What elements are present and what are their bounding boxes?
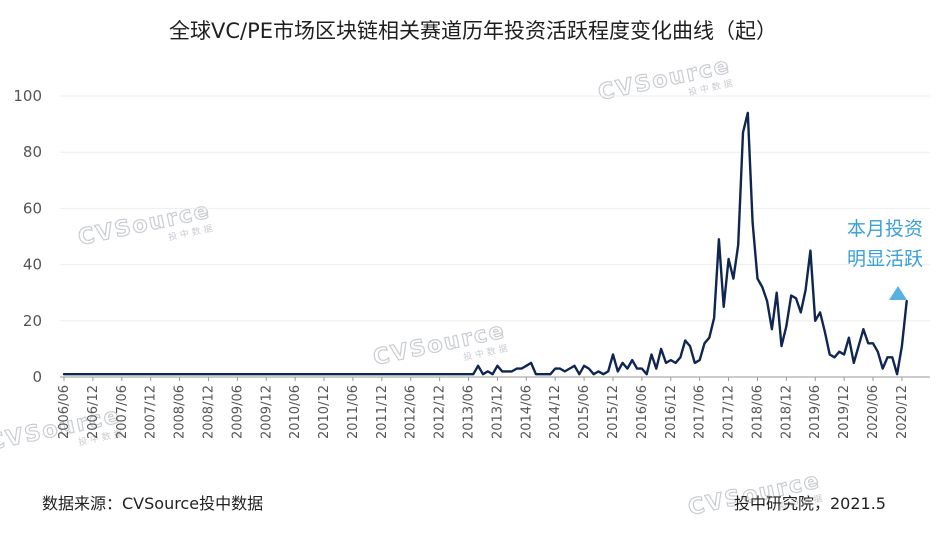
x-axis-ticks: 2006/06 2006/12 2007/06 2007/12 2008/06 2008/… bbox=[57, 377, 910, 439]
x-tick-label: 2017/06 bbox=[693, 385, 708, 439]
y-tick-label: 80 bbox=[23, 143, 42, 161]
annotation: 本月投资 明显活跃 bbox=[847, 218, 923, 300]
x-tick-label: 2016/06 bbox=[635, 385, 650, 439]
y-tick-label: 0 bbox=[32, 368, 42, 386]
x-tick-label: 2018/12 bbox=[779, 385, 794, 439]
watermark-main: CVSource bbox=[76, 198, 213, 250]
x-tick-label: 2016/12 bbox=[664, 385, 679, 439]
x-tick-label: 2013/06 bbox=[462, 385, 477, 439]
x-tick-label: 2013/12 bbox=[490, 385, 505, 439]
x-tick-label: 2020/06 bbox=[866, 385, 881, 439]
grid-lines bbox=[60, 95, 930, 322]
y-tick-label: 20 bbox=[23, 312, 42, 330]
x-tick-label: 2018/06 bbox=[750, 385, 765, 439]
y-axis-ticks: 0 20 40 60 80 100 bbox=[13, 87, 42, 386]
x-tick-label: 2014/12 bbox=[548, 385, 563, 439]
x-tick-label: 2009/12 bbox=[259, 385, 274, 439]
chart-title: 全球VC/PE市场区块链相关赛道历年投资活跃程度变化曲线（起） bbox=[169, 19, 777, 43]
source-text: 数据来源：CVSource投中数据 bbox=[42, 494, 263, 513]
watermarks: CVSource投中数据CVSource投中数据CVSource投中数据CVSo… bbox=[0, 53, 827, 522]
annotation-line-2: 明显活跃 bbox=[847, 248, 923, 270]
x-tick-label: 2011/12 bbox=[375, 385, 390, 439]
x-tick-label: 2012/06 bbox=[404, 385, 419, 439]
x-tick-label: 2017/12 bbox=[722, 385, 737, 439]
y-tick-label: 40 bbox=[23, 256, 42, 274]
x-tick-label: 2009/06 bbox=[230, 385, 245, 439]
x-tick-label: 2010/06 bbox=[288, 385, 303, 439]
y-tick-label: 100 bbox=[13, 87, 42, 105]
x-tick-label: 2007/12 bbox=[144, 385, 159, 439]
x-tick-label: 2008/06 bbox=[173, 385, 188, 439]
watermark-main: CVSource bbox=[371, 318, 508, 370]
x-tick-label: 2020/12 bbox=[895, 385, 910, 439]
watermark: CVSource投中数据 bbox=[595, 53, 736, 107]
x-tick-label: 2015/06 bbox=[577, 385, 592, 439]
annotation-line-1: 本月投资 bbox=[847, 218, 923, 240]
x-tick-label: 2019/06 bbox=[808, 385, 823, 439]
watermark: CVSource投中数据 bbox=[75, 198, 216, 252]
x-tick-label: 2012/12 bbox=[433, 385, 448, 439]
x-tick-label: 2006/12 bbox=[86, 385, 101, 439]
x-tick-label: 2007/06 bbox=[115, 385, 130, 439]
series-line bbox=[62, 111, 908, 376]
publisher-text: 投中研究院，2021.5 bbox=[734, 494, 886, 513]
y-tick-label: 60 bbox=[23, 199, 42, 217]
x-tick-label: 2008/12 bbox=[201, 385, 216, 439]
x-tick-label: 2019/12 bbox=[837, 385, 852, 439]
x-tick-label: 2010/12 bbox=[317, 385, 332, 439]
annotation-arrow-icon bbox=[889, 286, 907, 300]
x-tick-label: 2006/06 bbox=[57, 385, 72, 439]
x-tick-label: 2011/06 bbox=[346, 385, 361, 439]
watermark-main: CVSource bbox=[596, 53, 733, 105]
x-tick-label: 2015/12 bbox=[606, 385, 621, 439]
x-tick-label: 2014/06 bbox=[519, 385, 534, 439]
